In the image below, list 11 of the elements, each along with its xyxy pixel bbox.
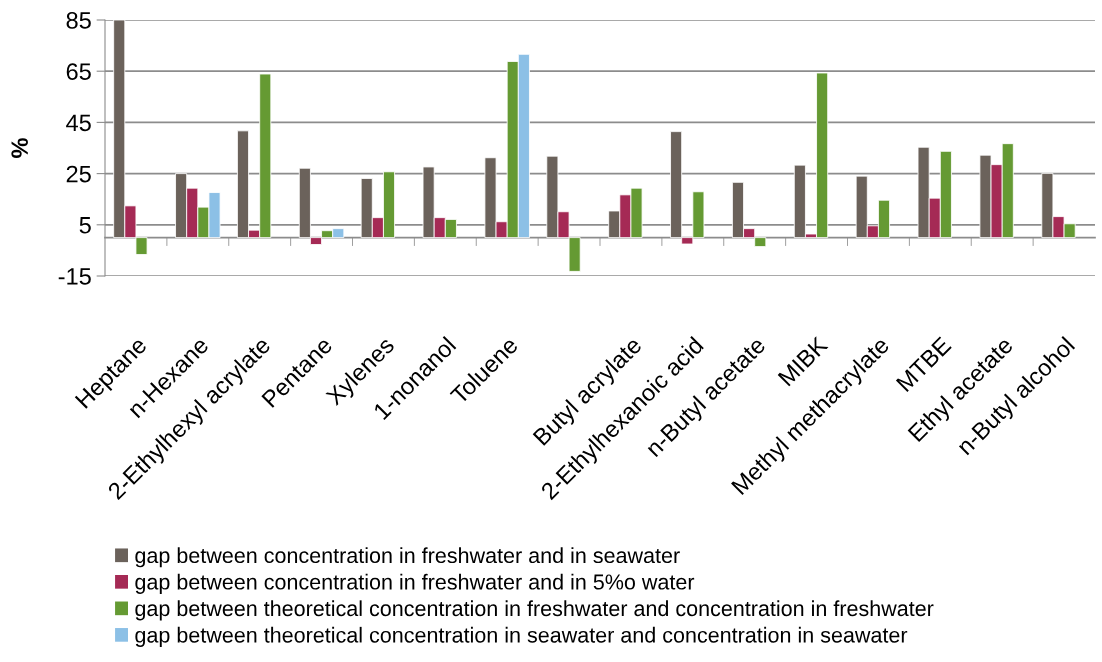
y-tick-label: 25 [66, 165, 91, 183]
legend-label: gap between concentration in freshwater and in seawater [135, 547, 680, 568]
y-tick-label: 45 [66, 114, 91, 132]
y-tick-label: 85 [66, 12, 91, 29]
y-axis-title: % [11, 138, 28, 158]
y-tick-label: -15 [58, 268, 91, 285]
y-tick-label: 5 [79, 217, 91, 234]
legend-label: gap between concentration in freshwater and in 5%o water [135, 573, 695, 594]
y-tick-label: 65 [66, 63, 91, 80]
legend-label: gap between theoretical concentration in freshwater and concentration in freshwater [135, 600, 934, 621]
legend-label: gap between theoretical concentration in seawater and concentration in seawater [135, 626, 908, 647]
